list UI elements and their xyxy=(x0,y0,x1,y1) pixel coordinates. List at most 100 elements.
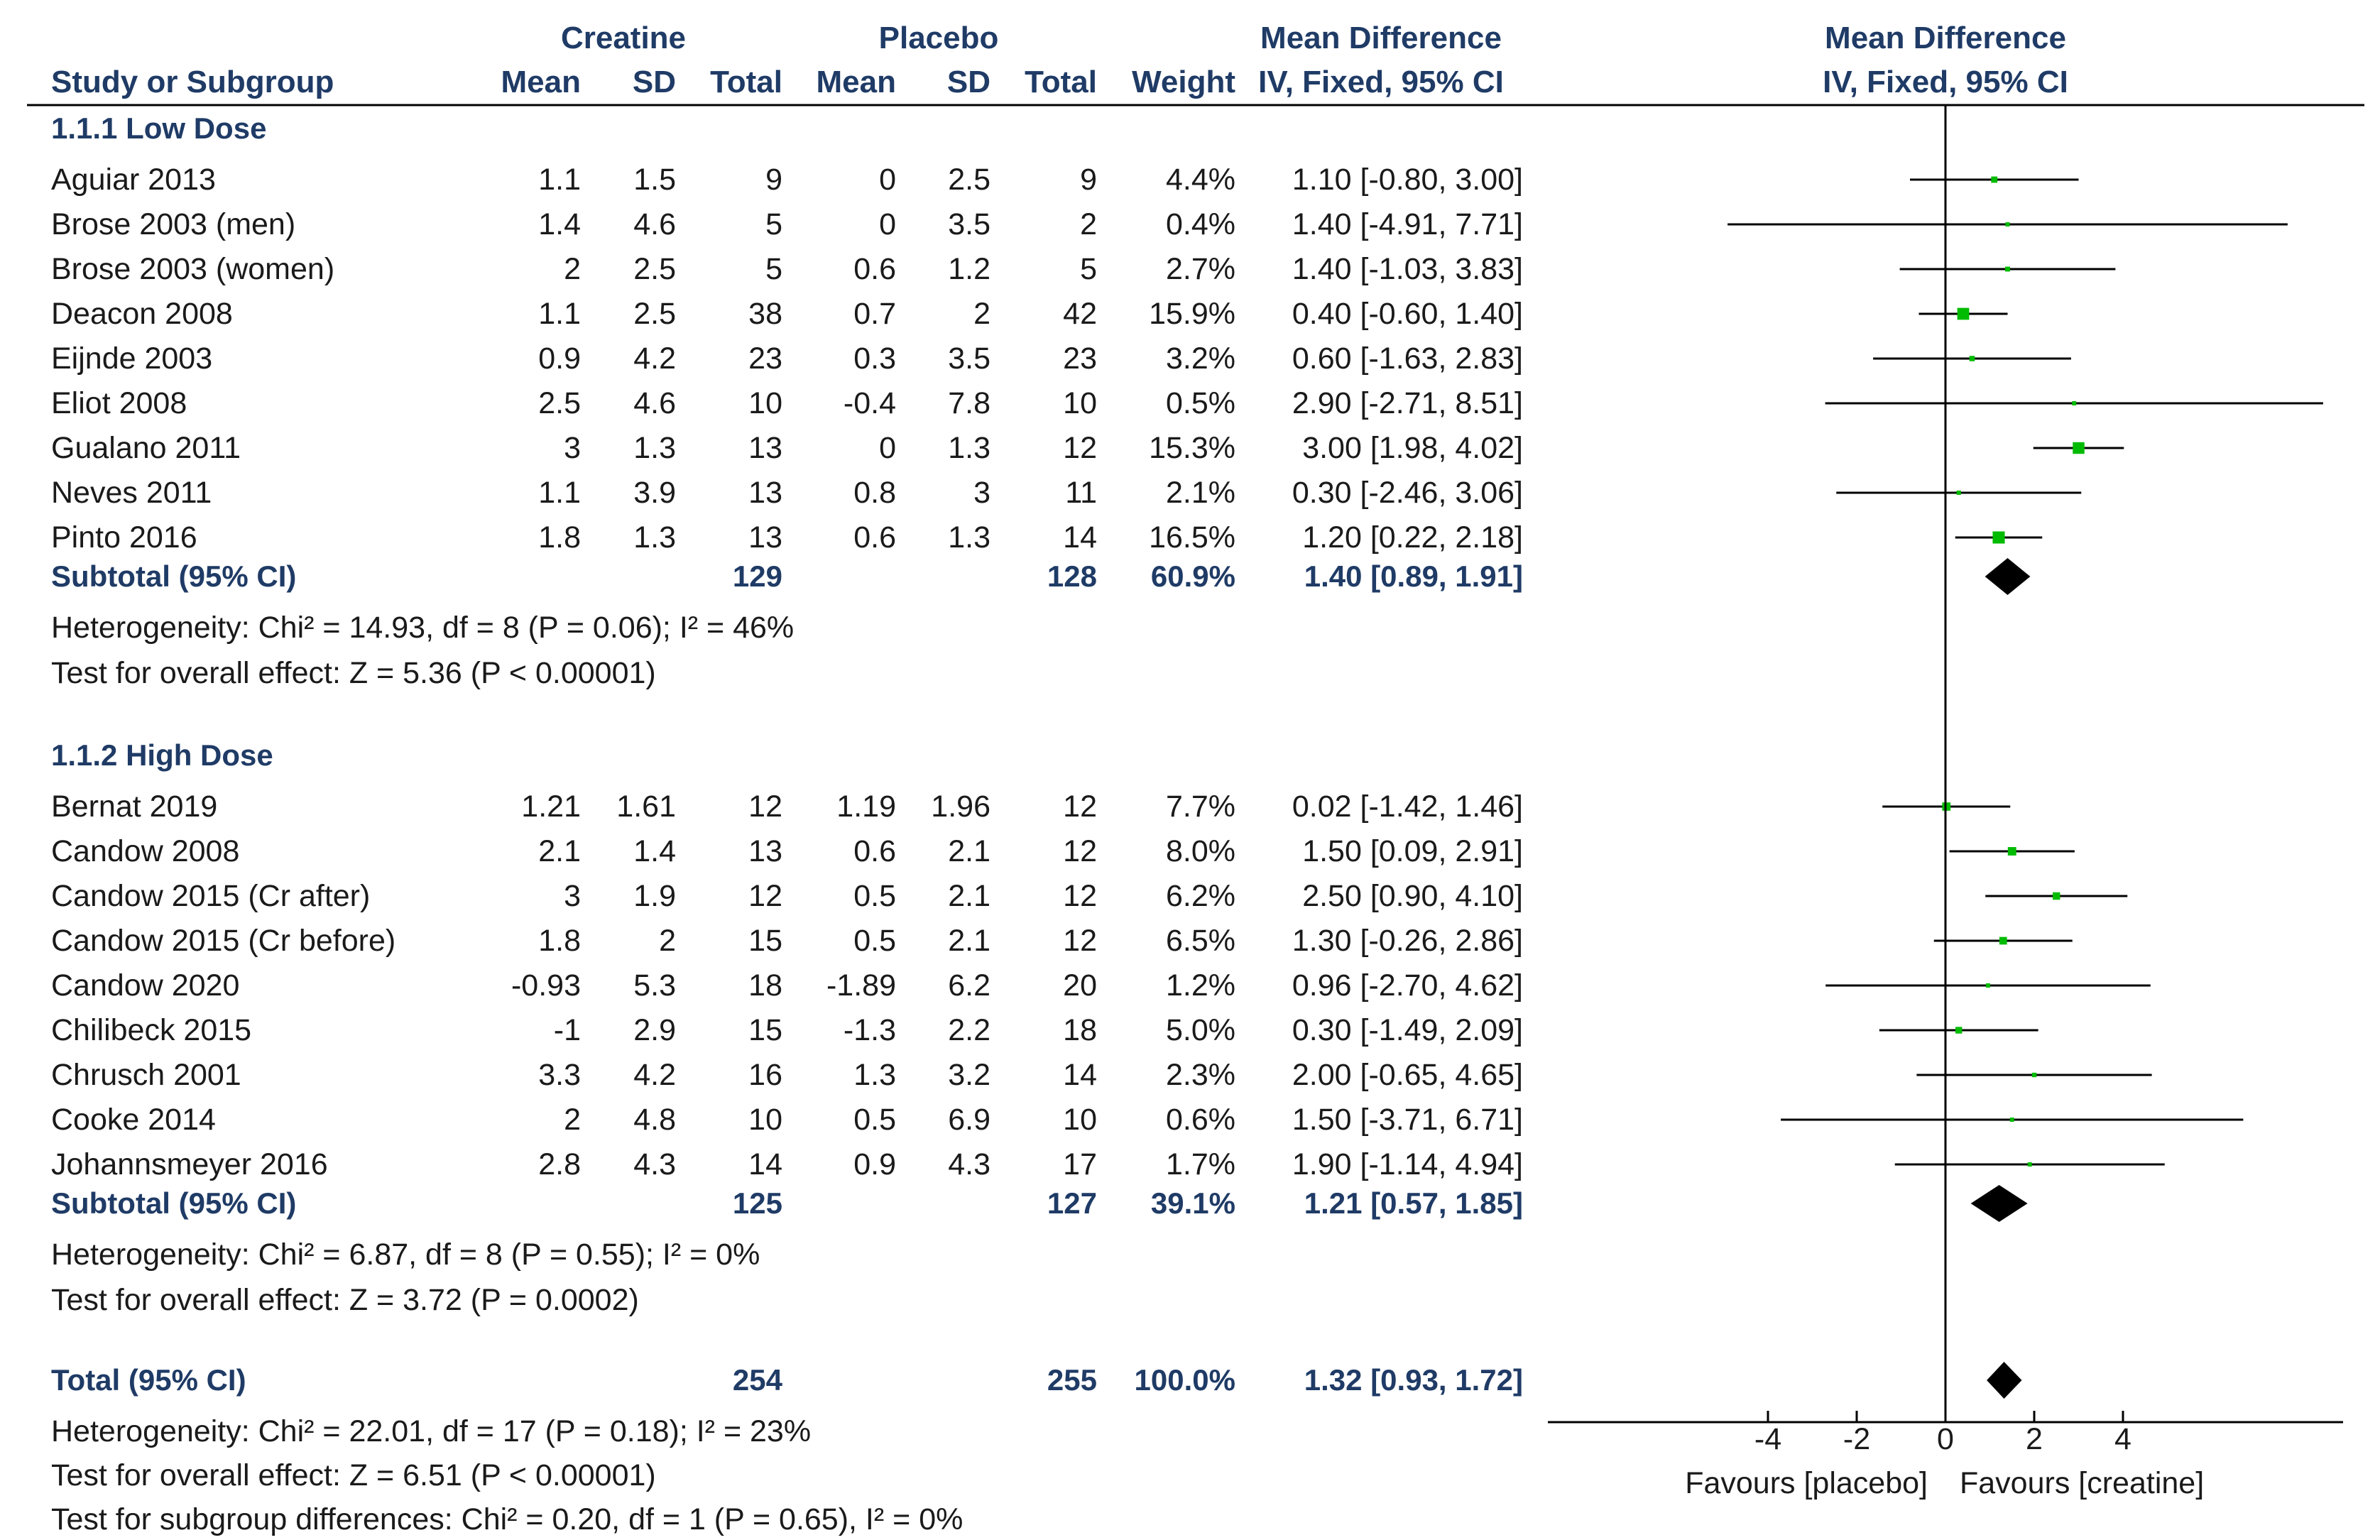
effect-marker xyxy=(1986,983,1990,988)
placebo-sd: 6.9 xyxy=(948,1103,990,1137)
effect-marker xyxy=(2053,892,2060,900)
study-ci: 2.00 [-0.65, 4.65] xyxy=(1292,1058,1523,1092)
creatine-mean: -1 xyxy=(554,1013,581,1047)
creatine-total: 38 xyxy=(748,297,782,331)
creatine-total: 14 xyxy=(748,1147,782,1181)
creatine-sd: 1.9 xyxy=(633,879,676,913)
placebo-total: 12 xyxy=(1063,879,1097,913)
study-name: Pinto 2016 xyxy=(51,520,197,555)
subtotal-ci: 1.21 [0.57, 1.85] xyxy=(1304,1186,1523,1220)
header-weight: Weight xyxy=(1132,65,1235,99)
study-weight: 6.5% xyxy=(1166,924,1235,958)
creatine-total: 9 xyxy=(765,163,782,197)
placebo-total: 20 xyxy=(1063,968,1097,1003)
creatine-mean: 1.4 xyxy=(538,207,581,241)
placebo-total: 12 xyxy=(1063,924,1097,958)
creatine-total: 13 xyxy=(748,834,782,868)
creatine-total: 10 xyxy=(748,1103,782,1137)
effect-marker xyxy=(1957,307,1970,320)
study-ci: 0.60 [-1.63, 2.83] xyxy=(1292,342,1523,376)
heterogeneity-text: Heterogeneity: Chi² = 14.93, df = 8 (P =… xyxy=(51,611,794,645)
study-name: Deacon 2008 xyxy=(51,297,233,331)
x-tick-label: -4 xyxy=(1754,1422,1781,1456)
study-ci: 0.96 [-2.70, 4.62] xyxy=(1292,968,1523,1003)
header-plot-mean-difference: Mean Difference xyxy=(1825,21,2066,55)
placebo-total: 42 xyxy=(1063,297,1097,331)
effect-marker xyxy=(2007,847,2016,856)
creatine-mean: 1.1 xyxy=(538,476,581,510)
placebo-sd: 2.1 xyxy=(948,834,990,868)
header-study: Study or Subgroup xyxy=(51,65,334,99)
study-weight: 7.7% xyxy=(1166,790,1235,824)
study-ci: 1.10 [-0.80, 3.00] xyxy=(1292,163,1523,197)
placebo-sd: 2.1 xyxy=(948,924,990,958)
creatine-sd: 2 xyxy=(659,924,676,958)
placebo-total: 14 xyxy=(1063,520,1097,555)
creatine-total: 10 xyxy=(748,386,782,420)
footer-text: Test for overall effect: Z = 6.51 (P < 0… xyxy=(51,1458,656,1492)
placebo-mean: 0.6 xyxy=(853,520,896,555)
study-name: Candow 2015 (Cr after) xyxy=(51,879,370,913)
creatine-sd: 1.61 xyxy=(616,790,676,824)
creatine-mean: 2 xyxy=(564,252,581,286)
study-ci: 1.50 [0.09, 2.91] xyxy=(1302,834,1523,868)
creatine-sd: 5.3 xyxy=(633,968,676,1003)
header-mean-difference: Mean Difference xyxy=(1260,21,1502,55)
study-weight: 8.0% xyxy=(1166,834,1235,868)
study-weight: 2.7% xyxy=(1166,252,1235,286)
total-creatine-total: 254 xyxy=(733,1363,783,1397)
subtotal-ci: 1.40 [0.89, 1.91] xyxy=(1304,559,1523,593)
study-ci: 0.40 [-0.60, 1.40] xyxy=(1292,297,1523,331)
creatine-mean: 2.5 xyxy=(538,386,581,420)
placebo-sd: 2.2 xyxy=(948,1013,990,1047)
study-ci: 1.90 [-1.14, 4.94] xyxy=(1292,1147,1523,1181)
creatine-mean: 1.1 xyxy=(538,297,581,331)
creatine-total: 13 xyxy=(748,476,782,510)
placebo-sd: 2.1 xyxy=(948,879,990,913)
placebo-total: 12 xyxy=(1063,431,1097,465)
placebo-mean: 0 xyxy=(879,207,896,241)
study-ci: 1.40 [-1.03, 3.83] xyxy=(1292,252,1523,286)
effect-marker xyxy=(1956,490,1961,496)
creatine-sd: 1.5 xyxy=(633,163,676,197)
placebo-mean: 0.6 xyxy=(853,834,896,868)
creatine-total: 12 xyxy=(748,879,782,913)
header-method: IV, Fixed, 95% CI xyxy=(1258,65,1504,99)
x-tick-label: 4 xyxy=(2114,1422,2131,1456)
creatine-total: 16 xyxy=(748,1058,782,1092)
study-weight: 16.5% xyxy=(1149,520,1235,555)
study-name: Chilibeck 2015 xyxy=(51,1013,251,1047)
subgroup-title: 1.1.1 Low Dose xyxy=(51,111,266,145)
study-name: Neves 2011 xyxy=(51,476,212,510)
placebo-mean: 0.8 xyxy=(853,476,896,510)
effect-marker xyxy=(1955,1027,1963,1034)
study-weight: 5.0% xyxy=(1166,1013,1235,1047)
total-placebo-total: 255 xyxy=(1047,1363,1097,1397)
total-ci: 1.32 [0.93, 1.72] xyxy=(1304,1363,1523,1397)
placebo-mean: 0.5 xyxy=(853,1103,896,1137)
study-weight: 15.9% xyxy=(1149,297,1235,331)
placebo-sd: 3.5 xyxy=(948,207,990,241)
creatine-mean: 1.21 xyxy=(521,790,581,824)
placebo-mean: 1.3 xyxy=(853,1058,896,1092)
study-name: Cooke 2014 xyxy=(51,1103,216,1137)
creatine-total: 13 xyxy=(748,520,782,555)
placebo-total: 10 xyxy=(1063,386,1097,420)
placebo-sd: 3.2 xyxy=(948,1058,990,1092)
creatine-total: 13 xyxy=(748,431,782,465)
placebo-mean: 0.9 xyxy=(853,1147,896,1181)
footer-text: Test for subgroup differences: Chi² = 0.… xyxy=(51,1502,963,1536)
subtotal-creatine-total: 125 xyxy=(733,1186,782,1220)
creatine-sd: 3.9 xyxy=(633,476,676,510)
creatine-total: 5 xyxy=(765,207,782,241)
study-ci: 0.30 [-1.49, 2.09] xyxy=(1292,1013,1523,1047)
creatine-sd: 4.6 xyxy=(633,207,676,241)
placebo-total: 9 xyxy=(1080,163,1097,197)
total-label: Total (95% CI) xyxy=(51,1363,246,1397)
header-c-sd: SD xyxy=(633,65,676,99)
creatine-mean: 3.3 xyxy=(538,1058,581,1092)
study-name: Brose 2003 (men) xyxy=(51,207,295,241)
overall-effect-text: Test for overall effect: Z = 5.36 (P < 0… xyxy=(51,656,656,690)
header-placebo: Placebo xyxy=(879,21,999,55)
creatine-mean: 2.1 xyxy=(538,834,581,868)
